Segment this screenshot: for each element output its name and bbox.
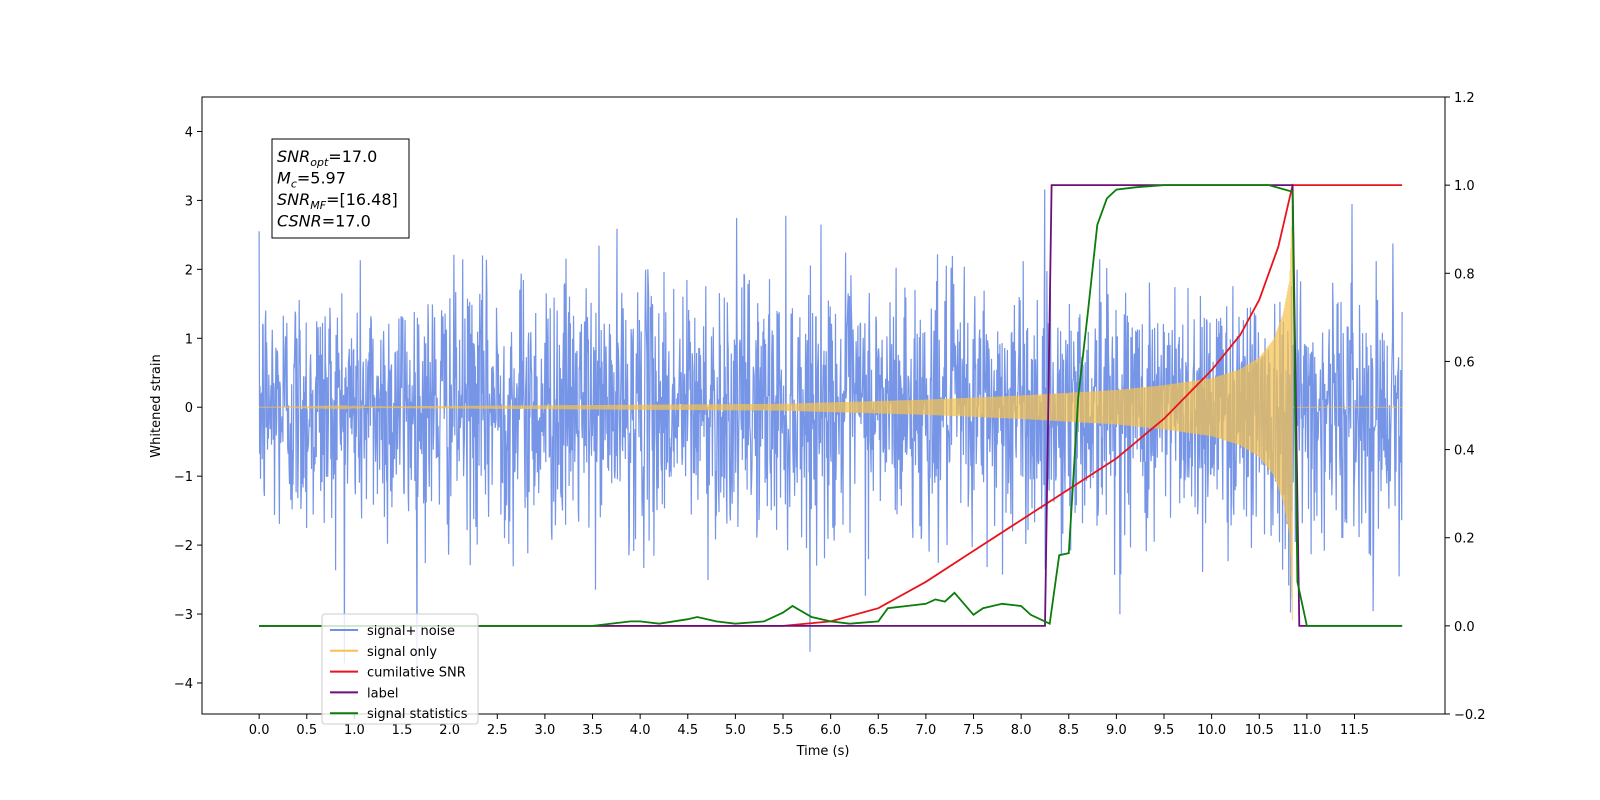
x-tick-label: 9.5 [1154, 723, 1175, 738]
x-tick-label: 4.0 [630, 723, 651, 738]
x-tick-label: 11.5 [1340, 723, 1369, 738]
y2-tick-label: 1.2 [1454, 91, 1475, 106]
annotation-line: CSNR=17.0 [277, 212, 371, 231]
x-tick-label: 10.0 [1197, 723, 1226, 738]
legend-frame [321, 613, 479, 725]
annotation-frame [271, 138, 410, 239]
x-tick-label: 0.0 [249, 723, 270, 738]
y2-tick-label: 1.0 [1454, 179, 1475, 194]
x-axis-title: Time (s) [796, 744, 850, 759]
x-tick-label: 10.5 [1245, 723, 1274, 738]
series-signal-statistics [259, 184, 1403, 627]
x-tick-label: 5.5 [773, 723, 794, 738]
y2-tick-label: 0.0 [1454, 620, 1475, 635]
legend-label: signal+ noise [367, 624, 455, 639]
x-tick-label: 8.5 [1058, 723, 1079, 738]
x-tick-label: 8.0 [1011, 723, 1032, 738]
x-tick-label: 1.0 [344, 723, 365, 738]
x-tick-label: 4.5 [677, 723, 698, 738]
x-tick-label: 6.0 [820, 723, 841, 738]
x-tick-label: 2.5 [487, 723, 508, 738]
y2-tick-label: −0.2 [1454, 708, 1486, 723]
y-tick-label: 1 [185, 332, 193, 347]
series-signal-only [259, 183, 1403, 621]
x-tick-label: 2.0 [439, 723, 460, 738]
y-tick-label: 2 [185, 263, 193, 278]
x-tick-label: 3.0 [535, 723, 556, 738]
legend: signal+ noise signal only cumilative SNR la… [321, 613, 479, 725]
legend-label: cumilative SNR [367, 666, 466, 681]
legend-label: signal only [367, 645, 437, 660]
y2-tick-label: 0.2 [1454, 532, 1475, 547]
y-tick-label: 4 [185, 125, 193, 140]
x-tick-label: 0.5 [296, 723, 317, 738]
y-tick-label: −1 [174, 470, 193, 485]
annotation-line: SNRopt=17.0 [277, 147, 377, 169]
x-tick-label: 5.0 [725, 723, 746, 738]
annotation-line: SNRMF=[16.48] [277, 190, 398, 212]
annotation-line: Mc=5.97 [277, 169, 346, 191]
y-axis-title: Whitened strain [149, 354, 164, 457]
legend-label: label [367, 686, 398, 701]
x-tick-label: 7.0 [916, 723, 937, 738]
y2-tick-label: 0.8 [1454, 267, 1475, 282]
plot-frame [201, 96, 1446, 715]
y2-tick-label: 0.6 [1454, 355, 1475, 370]
x-tick-label: 1.5 [392, 723, 413, 738]
y-tick-label: 3 [185, 194, 193, 209]
y-tick-label: −3 [174, 608, 193, 623]
x-tick-label: 3.5 [582, 723, 603, 738]
x-tick-label: 7.5 [963, 723, 984, 738]
y-tick-label: −2 [174, 539, 193, 554]
x-tick-label: 6.5 [868, 723, 889, 738]
y-tick-label: 0 [185, 401, 193, 416]
y-tick-label: −4 [174, 677, 193, 692]
x-tick-label: 9.0 [1106, 723, 1127, 738]
legend-label: signal statistics [367, 707, 468, 722]
x-tick-label: 11.0 [1292, 723, 1321, 738]
y2-tick-label: 0.4 [1454, 444, 1475, 459]
